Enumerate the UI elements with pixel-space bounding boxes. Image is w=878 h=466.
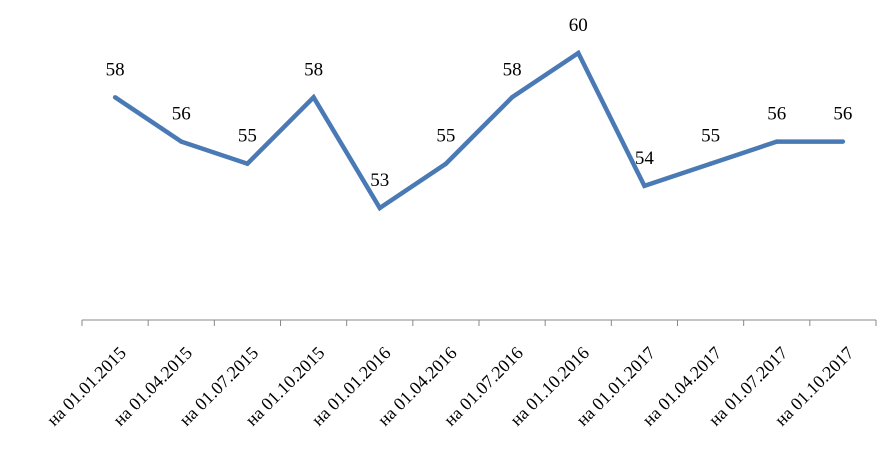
data-point — [509, 95, 515, 100]
data-label: 53 — [370, 170, 389, 191]
data-label: 56 — [172, 104, 191, 125]
data-label: 58 — [304, 59, 323, 80]
data-point — [840, 139, 846, 144]
data-label: 55 — [701, 126, 720, 147]
data-point — [377, 205, 382, 211]
x-axis — [81, 319, 877, 326]
data-labels: 58 56 55 58 53 55 58 60 54 55 56 56 — [106, 15, 853, 191]
data-point — [576, 50, 581, 56]
data-label: 56 — [767, 104, 786, 125]
data-point — [774, 139, 779, 144]
data-point — [708, 161, 713, 166]
data-point — [179, 139, 184, 144]
data-point — [311, 95, 316, 100]
series-line-layer — [112, 49, 846, 212]
data-point — [112, 95, 118, 100]
data-label: 54 — [635, 148, 655, 169]
series-line — [113, 49, 843, 212]
data-label: 58 — [503, 59, 522, 80]
data-point — [642, 183, 647, 189]
data-label: 56 — [833, 104, 852, 125]
data-label: 55 — [436, 126, 455, 147]
data-label: 55 — [238, 126, 257, 147]
data-point — [245, 161, 250, 166]
data-label: 58 — [106, 59, 125, 80]
data-label: 60 — [569, 15, 588, 36]
data-point — [443, 161, 449, 166]
